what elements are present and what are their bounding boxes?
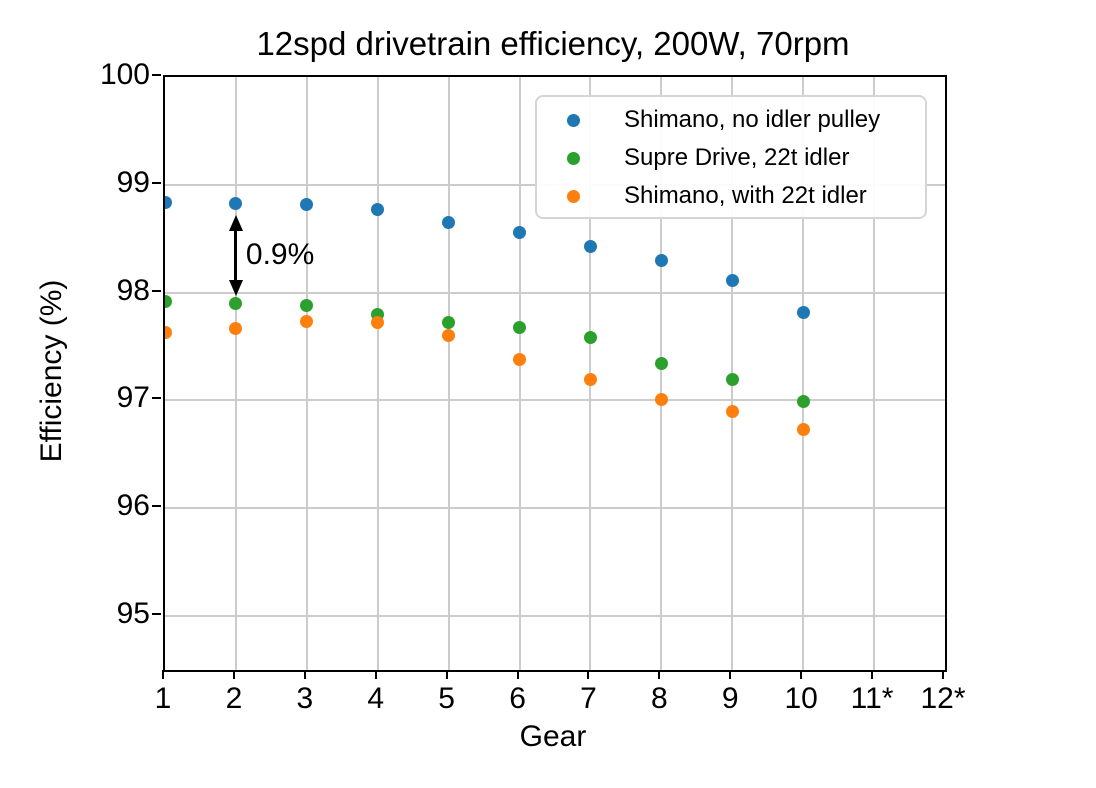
gridline-vertical [660,77,663,670]
chart-title: 12spd drivetrain efficiency, 200W, 70rpm [256,25,850,62]
legend-marker-green-dot [567,151,580,165]
data-point-series2-gear7 [583,373,597,387]
legend-label: Supre Drive, 22t idler [624,144,850,171]
y-tick-label: 99 [116,165,150,199]
legend-marker-orange-dot [567,189,580,203]
data-point-series2-gear3 [300,315,314,329]
y-axis-label: Efficiency (%) [35,279,68,463]
legend-label: Shimano, with 22t idler [624,182,867,209]
legend: Shimano, no idler pulley Supre Drive, 22… [535,95,927,219]
y-tick-label: 96 [116,489,150,523]
gridline-vertical [873,77,876,670]
y-tick [152,181,161,184]
x-tick-label: 8 [651,682,668,715]
x-tick [587,670,590,679]
data-point-series1-gear2 [229,296,243,310]
gridline-vertical [234,77,237,670]
data-point-series0-gear9 [725,274,739,288]
x-tick [374,670,377,679]
x-tick-label: 10 [784,682,818,715]
x-tick-label: 7 [580,682,597,715]
gridline-vertical [447,77,450,670]
data-point-series0-gear3 [300,197,314,211]
y-tick-label: 98 [116,273,150,307]
arrow-up-icon [228,215,243,231]
data-point-series0-gear5 [442,216,456,230]
legend-label: Shimano, no idler pulley [624,106,881,133]
data-point-series0-gear7 [583,239,597,253]
data-point-series2-gear10 [796,423,810,437]
x-tick [445,670,448,679]
y-tick [152,74,161,76]
gridline-vertical [305,77,308,670]
data-point-series2-gear8 [654,392,668,406]
data-point-series2-gear6 [513,352,527,366]
data-point-series2-gear9 [725,404,739,418]
x-tick [942,670,944,679]
legend-marker-blue-dot [567,113,580,127]
annotation-label: 0.9% [245,238,315,272]
y-tick [152,613,161,616]
plot-area: 0.9% Shimano, no idler pulley Supre Driv… [163,75,947,672]
y-tick [152,289,161,292]
legend-item: Shimano, no idler pulley [537,101,925,139]
x-tick [516,670,519,679]
data-point-series2-gear1 [165,326,172,340]
y-tick [152,397,161,400]
arrow-down-icon [228,279,243,296]
gridline-horizontal [165,615,945,618]
x-tick-label: 4 [367,682,385,715]
x-tick [232,670,235,679]
data-point-series1-gear7 [583,331,597,345]
data-point-series1-gear3 [300,299,314,313]
y-tick-label: 95 [116,597,150,631]
data-point-series0-gear6 [513,225,527,239]
y-tick-label: 97 [116,381,150,415]
annotation-arrow [228,215,244,296]
x-axis-label: Gear [519,720,587,753]
x-tick-label: 9 [721,682,739,715]
gridline-horizontal [165,291,945,294]
gridline-horizontal [165,507,945,510]
data-point-series1-gear10 [796,395,810,409]
x-tick [871,670,874,679]
x-tick [658,670,661,679]
x-tick-label: 6 [509,682,526,715]
data-point-series0-gear10 [796,305,810,319]
data-point-series1-gear8 [654,357,668,371]
gridline-vertical [376,77,379,670]
x-tick [162,670,164,679]
x-tick [800,670,803,679]
legend-item: Shimano, with 22t idler [537,177,925,215]
x-tick [303,670,306,679]
x-tick-label: 11* [850,682,894,715]
x-tick-label: 1 [154,682,172,715]
data-point-series2-gear2 [229,321,243,335]
x-tick-label: 12* [920,682,966,715]
data-point-series2-gear5 [442,329,456,343]
data-point-series0-gear8 [654,253,668,267]
data-point-series0-gear1 [165,195,172,209]
data-point-series1-gear6 [513,320,527,334]
data-point-series1-gear1 [165,294,172,308]
x-tick-label: 2 [225,682,243,715]
gridline-horizontal [165,399,945,402]
data-point-series0-gear2 [229,196,243,210]
data-point-series1-gear5 [442,316,456,330]
x-tick-label: 3 [296,682,314,715]
gridline-vertical [802,77,805,670]
data-point-series1-gear9 [725,373,739,387]
x-tick-label: 5 [438,682,455,715]
gridline-vertical [518,77,521,670]
legend-item: Supre Drive, 22t idler [537,139,925,177]
data-point-series0-gear4 [371,203,385,217]
data-point-series2-gear4 [371,316,385,330]
y-tick-label: 100 [99,58,150,91]
y-tick [152,505,161,508]
x-tick [729,670,732,679]
arrow-shaft [234,227,238,284]
